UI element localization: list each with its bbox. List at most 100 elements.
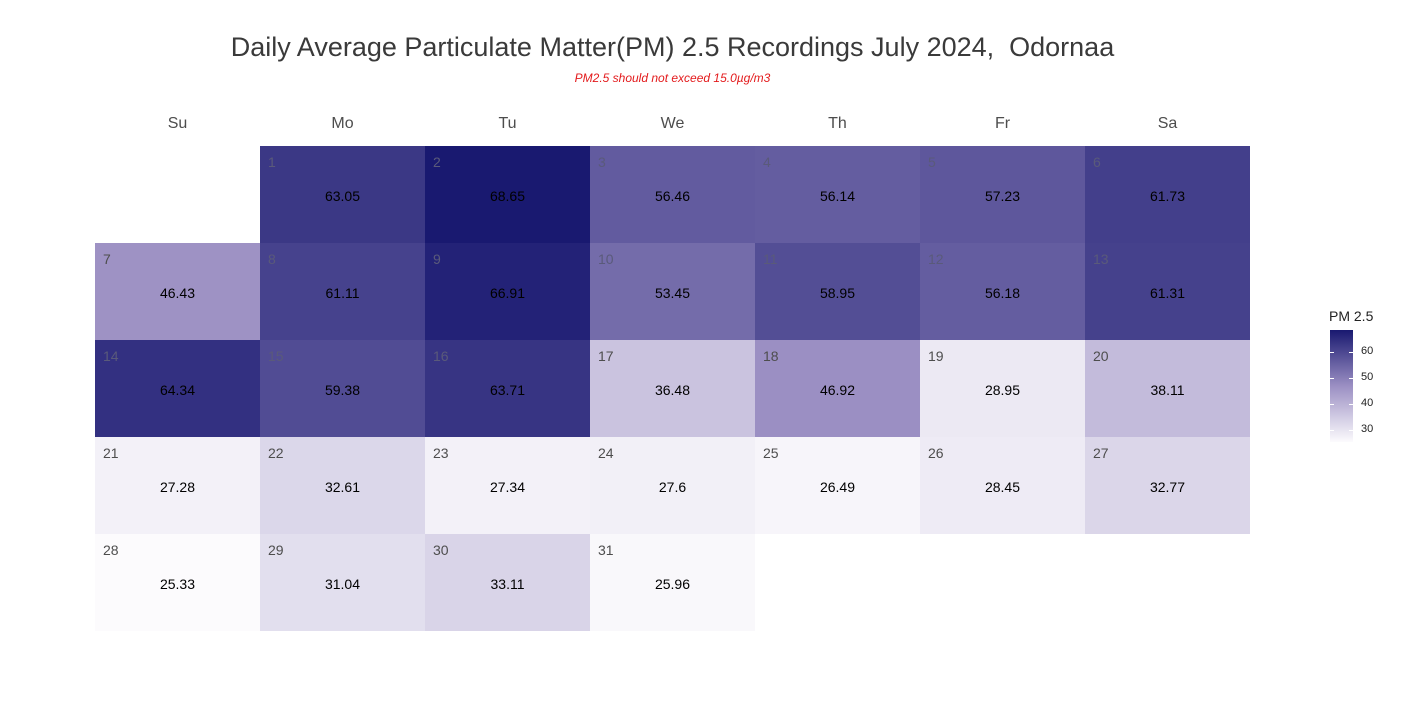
day-number: 12 bbox=[928, 251, 944, 267]
calendar-day-cell: 22 32.61 bbox=[260, 437, 425, 534]
day-number: 26 bbox=[928, 445, 944, 461]
calendar-day-cell: 14 64.34 bbox=[95, 340, 260, 437]
calendar-day-cell: 1 63.05 bbox=[260, 146, 425, 243]
day-number: 8 bbox=[268, 251, 276, 267]
day-number: 31 bbox=[598, 542, 614, 558]
weekday-label: Th bbox=[828, 115, 847, 132]
day-number: 4 bbox=[763, 154, 771, 170]
day-number: 14 bbox=[103, 348, 119, 364]
calendar-day-cell: 28 25.33 bbox=[95, 534, 260, 631]
day-number: 30 bbox=[433, 542, 449, 558]
day-value-label: 63.71 bbox=[489, 382, 526, 398]
day-value-label: 46.43 bbox=[159, 285, 196, 301]
calendar-day-cell: 3 56.46 bbox=[590, 146, 755, 243]
calendar-day-cell: 9 66.91 bbox=[425, 243, 590, 340]
day-value-label: 25.33 bbox=[159, 576, 196, 592]
legend-title: PM 2.5 bbox=[1329, 308, 1374, 324]
day-value-label: 59.38 bbox=[324, 382, 361, 398]
weekday-label: We bbox=[660, 115, 685, 132]
day-value-label: 68.65 bbox=[489, 188, 526, 204]
day-value-label: 56.14 bbox=[819, 188, 856, 204]
calendar-day-cell: 31 25.96 bbox=[590, 534, 755, 631]
chart-subtitle: PM2.5 should not exceed 15.0µg/m3 bbox=[574, 71, 771, 85]
day-number: 15 bbox=[268, 348, 284, 364]
legend-colorbar bbox=[1330, 330, 1353, 442]
calendar-day-cell: 19 28.95 bbox=[920, 340, 1085, 437]
day-value-label: 53.45 bbox=[654, 285, 691, 301]
day-number: 21 bbox=[103, 445, 119, 461]
legend-tick-mark bbox=[1349, 378, 1353, 379]
day-value-label: 63.05 bbox=[324, 188, 361, 204]
legend-tick-label: 30 bbox=[1361, 423, 1374, 435]
day-number: 23 bbox=[433, 445, 449, 461]
day-number: 11 bbox=[763, 251, 778, 267]
calendar-day-cell: 12 56.18 bbox=[920, 243, 1085, 340]
day-value-label: 57.23 bbox=[984, 188, 1021, 204]
calendar-day-cell: 7 46.43 bbox=[95, 243, 260, 340]
legend-tick-mark bbox=[1349, 404, 1353, 405]
weekday-label: Mo bbox=[331, 115, 354, 132]
day-value-label: 56.46 bbox=[654, 188, 691, 204]
day-number: 13 bbox=[1093, 251, 1109, 267]
day-number: 7 bbox=[103, 251, 111, 267]
day-value-label: 61.31 bbox=[1149, 285, 1186, 301]
day-number: 3 bbox=[598, 154, 606, 170]
day-number: 24 bbox=[598, 445, 614, 461]
day-value-label: 32.77 bbox=[1149, 479, 1186, 495]
day-number: 6 bbox=[1093, 154, 1101, 170]
weekday-label: Su bbox=[167, 115, 188, 132]
day-number: 5 bbox=[928, 154, 936, 170]
day-number: 27 bbox=[1093, 445, 1109, 461]
day-number: 20 bbox=[1093, 348, 1109, 364]
calendar-day-cell: 11 58.95 bbox=[755, 243, 920, 340]
day-value-label: 27.34 bbox=[489, 479, 526, 495]
chart-title: Daily Average Particulate Matter(PM) 2.5… bbox=[230, 32, 1115, 62]
calendar-day-cell: 26 28.45 bbox=[920, 437, 1085, 534]
day-value-label: 31.04 bbox=[324, 576, 361, 592]
calendar-day-cell: 10 53.45 bbox=[590, 243, 755, 340]
legend-tick-label: 60 bbox=[1361, 345, 1374, 357]
weekday-label: Fr bbox=[994, 115, 1011, 132]
calendar-day-cell: 18 46.92 bbox=[755, 340, 920, 437]
calendar-day-cell: 16 63.71 bbox=[425, 340, 590, 437]
day-number: 28 bbox=[103, 542, 119, 558]
day-value-label: 38.11 bbox=[1150, 382, 1185, 398]
day-value-label: 25.96 bbox=[654, 576, 691, 592]
day-number: 19 bbox=[928, 348, 944, 364]
day-value-label: 26.49 bbox=[819, 479, 856, 495]
legend-tick-mark bbox=[1330, 430, 1334, 431]
day-number: 25 bbox=[763, 445, 779, 461]
day-number: 18 bbox=[763, 348, 779, 364]
day-value-label: 28.95 bbox=[984, 382, 1021, 398]
day-value-label: 28.45 bbox=[984, 479, 1021, 495]
legend-tick-mark bbox=[1349, 430, 1353, 431]
day-number: 10 bbox=[598, 251, 614, 267]
legend-tick-mark bbox=[1330, 378, 1334, 379]
legend-tick-mark bbox=[1330, 404, 1334, 405]
day-number: 2 bbox=[433, 154, 441, 170]
day-number: 16 bbox=[433, 348, 449, 364]
day-value-label: 27.6 bbox=[658, 479, 687, 495]
weekday-label: Tu bbox=[498, 115, 517, 132]
day-number: 22 bbox=[268, 445, 284, 461]
legend-tick-label: 40 bbox=[1361, 397, 1374, 409]
day-number: 17 bbox=[598, 348, 614, 364]
legend-tick-label: 50 bbox=[1361, 371, 1374, 383]
day-value-label: 66.91 bbox=[489, 285, 526, 301]
calendar-day-cell: 2 68.65 bbox=[425, 146, 590, 243]
day-value-label: 61.11 bbox=[325, 285, 360, 301]
day-value-label: 46.92 bbox=[819, 382, 856, 398]
day-value-label: 58.95 bbox=[819, 285, 856, 301]
calendar-day-cell: 15 59.38 bbox=[260, 340, 425, 437]
calendar-day-cell: 17 36.48 bbox=[590, 340, 755, 437]
day-value-label: 64.34 bbox=[159, 382, 196, 398]
day-value-label: 27.28 bbox=[159, 479, 196, 495]
legend-tick-mark bbox=[1349, 352, 1353, 353]
day-number: 1 bbox=[268, 154, 276, 170]
calendar-day-cell: 20 38.11 bbox=[1085, 340, 1250, 437]
calendar-day-cell: 24 27.6 bbox=[590, 437, 755, 534]
calendar-day-cell: 8 61.11 bbox=[260, 243, 425, 340]
calendar-day-cell: 6 61.73 bbox=[1085, 146, 1250, 243]
day-number: 9 bbox=[433, 251, 441, 267]
